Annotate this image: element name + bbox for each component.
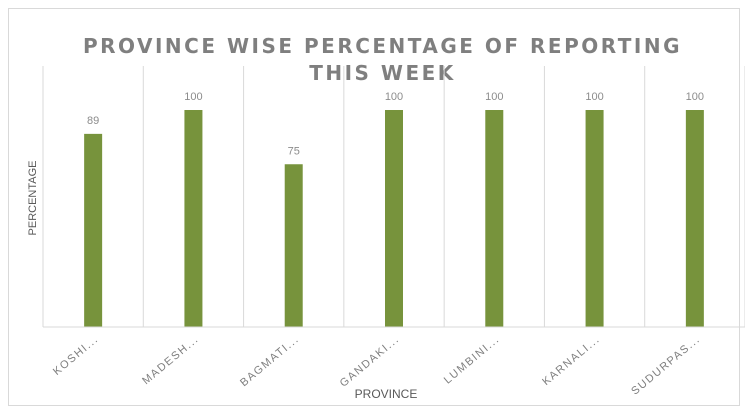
bar	[184, 110, 203, 327]
bar	[385, 110, 403, 327]
x-tick-label: SUDURPAS...	[629, 333, 703, 397]
bar	[585, 110, 604, 327]
data-label: 89	[87, 115, 99, 127]
y-axis-label: PERCENTAGE	[27, 161, 39, 236]
x-tick-label: LUMBINI...	[442, 333, 502, 386]
data-label: 100	[585, 91, 603, 103]
chart-title: PROVINCE WISE PERCENTAGE OF REPORTING TH…	[82, 34, 682, 85]
data-label: 75	[288, 145, 300, 157]
gridlines	[42, 66, 745, 327]
data-label: 100	[485, 91, 503, 103]
data-labels: 89 100 75 100 100 100 100	[87, 91, 704, 157]
chart-frame	[8, 8, 740, 406]
x-tick-label: BAGMATI...	[238, 333, 302, 389]
data-label: 100	[184, 91, 202, 103]
x-tick-label: KARNALI...	[540, 333, 602, 388]
x-tick-label: MADESH...	[140, 333, 201, 387]
x-axis-label: PROVINCE	[355, 387, 418, 401]
bar	[84, 133, 103, 327]
bar	[284, 164, 303, 327]
data-label: 100	[385, 91, 403, 103]
x-tick-label: KOSHI...	[51, 333, 101, 378]
bar	[485, 110, 504, 327]
x-tick-label: GANDAKI...	[338, 333, 402, 390]
data-label: 100	[686, 91, 704, 103]
bars	[84, 110, 704, 327]
bar	[685, 110, 704, 327]
